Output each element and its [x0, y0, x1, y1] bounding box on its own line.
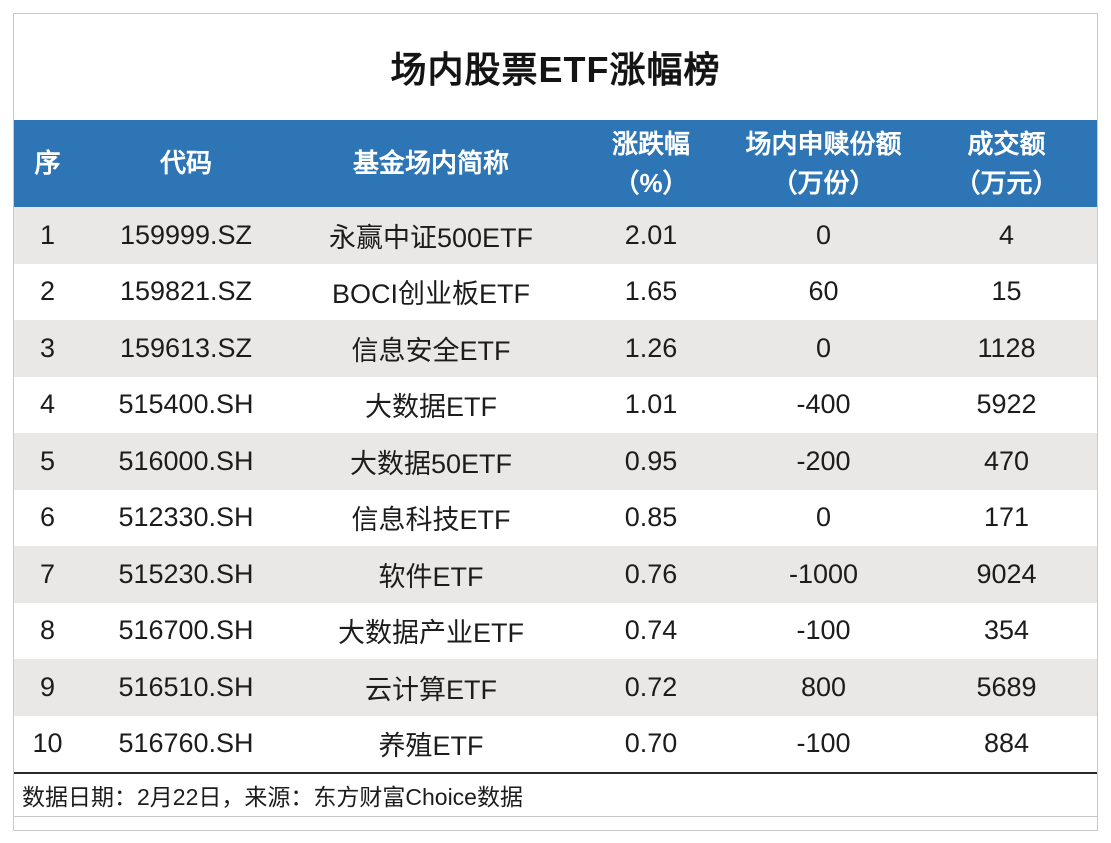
table-body: 1 159999.SZ 永赢中证500ETF 2.01 0 4 2 159821.SZ BOCI…	[14, 207, 1097, 772]
table-cell: 159821.SZ	[119, 276, 253, 307]
table-row: 4 515400.SH 大数据ETF 1.01 -400 5922	[14, 377, 1097, 434]
table-cell: 4	[39, 389, 56, 420]
column-unit-label: （%）	[613, 167, 689, 198]
table-cell: 516760.SH	[118, 728, 254, 759]
column-label: 序	[34, 148, 61, 178]
table-cell: 516000.SH	[118, 445, 254, 476]
column-unit-label: （万元）	[954, 167, 1059, 198]
column-label: 成交额	[967, 128, 1046, 159]
table-cell: 6	[39, 502, 56, 533]
table-cell: 永赢中证500ETF	[328, 222, 534, 253]
table-row: 8 516700.SH 大数据产业ETF 0.74 -100 354	[14, 603, 1097, 660]
column-label: 基金场内简称	[352, 148, 509, 178]
table-cell: 7	[39, 558, 56, 589]
table-cell: 大数据50ETF	[349, 448, 513, 479]
table-row: 5 516000.SH 大数据50ETF 0.95 -200 470	[14, 433, 1097, 490]
table-cell: 大数据ETF	[365, 392, 497, 423]
table-cell: 10	[32, 728, 63, 759]
table-cell: 800	[800, 671, 847, 702]
table-cell: 软件ETF	[378, 561, 484, 592]
table-cell: 0	[815, 502, 832, 533]
table-cell: 159613.SZ	[119, 332, 253, 363]
table-cell: 4	[998, 219, 1015, 250]
column-header: 涨跌幅 （%）	[571, 120, 731, 207]
table-cell: 0.70	[624, 728, 678, 759]
column-label: 场内申赎份额	[745, 128, 902, 159]
column-header: 成交额 （万元）	[916, 120, 1097, 207]
table-cell: 1.26	[624, 332, 678, 363]
table-cell: 0.72	[624, 671, 678, 702]
etf-ranking-table-card: 场内股票ETF涨幅榜 序 代码 基金场内简称 涨跌幅 （%） 场内申赎份额 （万份） 成交额 （…	[13, 13, 1098, 831]
table-row: 3 159613.SZ 信息安全ETF 1.26 0 1128	[14, 320, 1097, 377]
table-cell: 大数据产业ETF	[338, 618, 524, 649]
table-cell: 9	[39, 671, 56, 702]
table-cell: 信息科技ETF	[351, 505, 511, 536]
table-cell: 1128	[977, 332, 1036, 363]
table-cell: 1.01	[624, 389, 678, 420]
table-cell: 15	[991, 276, 1022, 307]
table-row: 10 516760.SH 养殖ETF 0.70 -100 884	[14, 716, 1097, 773]
table-cell: 云计算ETF	[365, 674, 497, 705]
table-row: 7 515230.SH 软件ETF 0.76 -1000 9024	[14, 546, 1097, 603]
table-cell: 0.85	[624, 502, 678, 533]
column-label: 涨跌幅	[611, 128, 690, 159]
table-cell: 1	[39, 219, 56, 250]
column-header: 场内申赎份额 （万份）	[731, 120, 916, 207]
table-cell: 515230.SH	[118, 558, 254, 589]
table-cell: 5689	[976, 671, 1037, 702]
table-cell: 1.65	[624, 276, 678, 307]
table-title: 场内股票ETF涨幅榜	[390, 49, 721, 90]
table-row: 2 159821.SZ BOCI创业板ETF 1.65 60 15	[14, 264, 1097, 321]
table-row: 9 516510.SH 云计算ETF 0.72 800 5689	[14, 659, 1097, 716]
table-cell: 0.76	[624, 558, 678, 589]
table-cell: 2	[39, 276, 56, 307]
column-label: 代码	[159, 148, 212, 178]
table-cell: 5	[39, 445, 56, 476]
table-cell: 9024	[976, 558, 1037, 589]
table-cell: 516700.SH	[118, 615, 254, 646]
table-cell: 0.95	[624, 445, 678, 476]
column-header: 序	[14, 120, 81, 207]
table-cell: -100	[796, 728, 851, 759]
table-cell: 470	[983, 445, 1030, 476]
table-cell: BOCI创业板ETF	[331, 279, 530, 310]
table-cell: 信息安全ETF	[351, 335, 511, 366]
column-header: 基金场内简称	[291, 120, 571, 207]
table-cell: -400	[796, 389, 851, 420]
table-cell: 515400.SH	[118, 389, 254, 420]
table-row: 1 159999.SZ 永赢中证500ETF 2.01 0 4	[14, 207, 1097, 264]
column-header: 代码	[81, 120, 291, 207]
column-unit-label: （万份）	[771, 167, 876, 198]
table-cell: 0.74	[624, 615, 678, 646]
table-cell: 养殖ETF	[378, 731, 484, 762]
table-cell: 2.01	[624, 219, 678, 250]
table-cell: 159999.SZ	[119, 219, 253, 250]
table-cell: 0	[815, 219, 832, 250]
table-cell: 884	[983, 728, 1030, 759]
table-cell: 5922	[976, 389, 1037, 420]
data-source-note: 数据日期：2月22日，来源：东方财富Choice数据	[14, 772, 1097, 817]
table-cell: 0	[815, 332, 832, 363]
table-cell: 354	[983, 615, 1030, 646]
table-cell: -200	[796, 445, 851, 476]
table-header-row: 序 代码 基金场内简称 涨跌幅 （%） 场内申赎份额 （万份） 成交额 （万元）	[14, 120, 1097, 207]
table-cell: 8	[39, 615, 56, 646]
table-cell: -100	[796, 615, 851, 646]
table-cell: -1000	[788, 558, 859, 589]
table-cell: 516510.SH	[118, 671, 254, 702]
table-cell: 512330.SH	[118, 502, 254, 533]
table-cell: 60	[808, 276, 839, 307]
table-cell: 171	[983, 502, 1030, 533]
table-cell: 3	[39, 332, 56, 363]
table-row: 6 512330.SH 信息科技ETF 0.85 0 171	[14, 490, 1097, 547]
